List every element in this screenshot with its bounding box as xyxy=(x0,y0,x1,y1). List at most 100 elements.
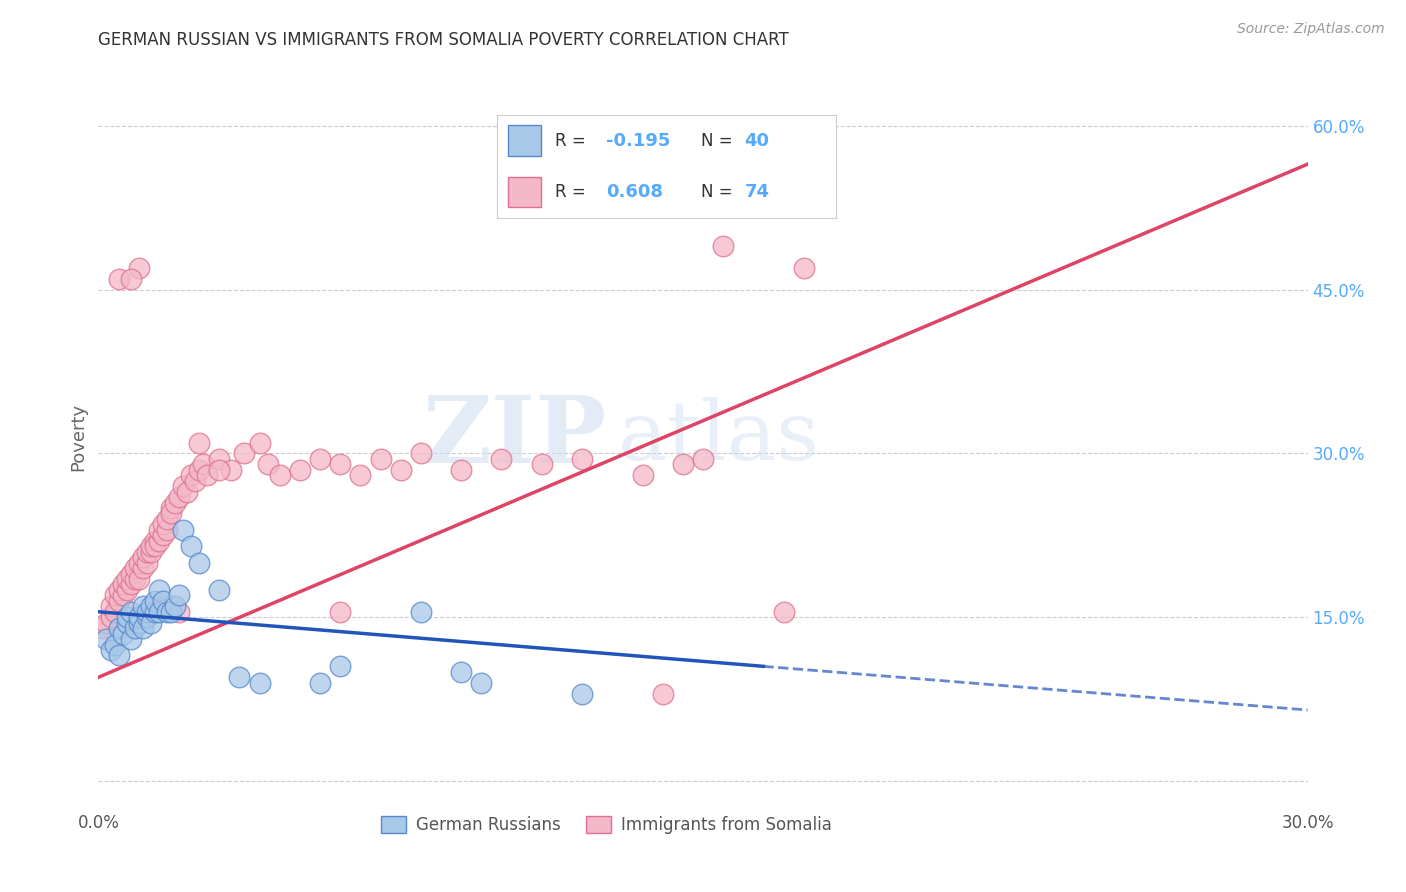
Point xyxy=(103,638,125,652)
Point xyxy=(115,615,138,630)
Point xyxy=(152,594,174,608)
Point xyxy=(139,599,162,614)
Point xyxy=(100,599,122,614)
Text: atlas: atlas xyxy=(619,397,821,477)
Point xyxy=(120,272,142,286)
Point xyxy=(195,468,218,483)
Point xyxy=(269,468,291,483)
Point xyxy=(143,539,166,553)
Point xyxy=(107,594,129,608)
Point xyxy=(132,599,155,614)
Point xyxy=(148,523,170,537)
Point xyxy=(329,659,352,673)
Point xyxy=(692,451,714,466)
Point xyxy=(120,577,142,591)
Point xyxy=(389,463,412,477)
Point xyxy=(152,517,174,532)
Point xyxy=(208,451,231,466)
Point xyxy=(188,556,211,570)
Point xyxy=(180,468,202,483)
Point xyxy=(208,582,231,597)
Point xyxy=(228,670,250,684)
Point xyxy=(128,615,150,630)
Point xyxy=(221,463,243,477)
Point xyxy=(772,605,794,619)
Point xyxy=(132,621,155,635)
Point xyxy=(160,501,183,516)
Point xyxy=(370,451,392,466)
Point xyxy=(132,561,155,575)
Point xyxy=(115,572,138,586)
Point xyxy=(571,451,593,466)
Point xyxy=(349,468,371,483)
Point xyxy=(107,648,129,663)
Text: GERMAN RUSSIAN VS IMMIGRANTS FROM SOMALIA POVERTY CORRELATION CHART: GERMAN RUSSIAN VS IMMIGRANTS FROM SOMALI… xyxy=(98,31,789,49)
Point xyxy=(160,507,183,521)
Point xyxy=(111,577,134,591)
Point xyxy=(124,561,146,575)
Point xyxy=(631,468,654,483)
Point xyxy=(309,675,332,690)
Point xyxy=(128,572,150,586)
Point xyxy=(309,451,332,466)
Point xyxy=(163,495,186,509)
Point xyxy=(148,605,170,619)
Point xyxy=(96,615,118,630)
Text: Source: ZipAtlas.com: Source: ZipAtlas.com xyxy=(1237,22,1385,37)
Point xyxy=(172,523,194,537)
Point xyxy=(132,550,155,565)
Point xyxy=(148,582,170,597)
Point xyxy=(143,594,166,608)
Point xyxy=(470,675,492,690)
Point xyxy=(143,533,166,548)
Point xyxy=(111,626,134,640)
Point xyxy=(128,610,150,624)
Point xyxy=(135,610,157,624)
Point xyxy=(139,539,162,553)
Point xyxy=(135,605,157,619)
Point xyxy=(100,610,122,624)
Point xyxy=(107,272,129,286)
Point xyxy=(409,605,432,619)
Point xyxy=(143,605,166,619)
Point xyxy=(793,260,815,275)
Point xyxy=(111,588,134,602)
Point xyxy=(188,463,211,477)
Point xyxy=(176,484,198,499)
Point xyxy=(208,463,231,477)
Point xyxy=(167,605,190,619)
Legend: German Russians, Immigrants from Somalia: German Russians, Immigrants from Somalia xyxy=(373,807,839,842)
Point xyxy=(139,615,162,630)
Point xyxy=(107,582,129,597)
Point xyxy=(288,463,311,477)
Point xyxy=(135,545,157,559)
Point xyxy=(450,665,472,679)
Point xyxy=(329,458,352,472)
Point xyxy=(651,687,673,701)
Point xyxy=(672,458,695,472)
Point xyxy=(450,463,472,477)
Point xyxy=(163,599,186,614)
Point xyxy=(120,632,142,646)
Point xyxy=(128,556,150,570)
Point xyxy=(188,435,211,450)
Point xyxy=(156,523,179,537)
Point xyxy=(172,479,194,493)
Point xyxy=(103,588,125,602)
Point xyxy=(135,556,157,570)
Point xyxy=(193,458,215,472)
Point xyxy=(100,643,122,657)
Point xyxy=(120,605,142,619)
Point xyxy=(115,582,138,597)
Point xyxy=(148,533,170,548)
Point xyxy=(124,572,146,586)
Point xyxy=(571,687,593,701)
Point xyxy=(96,632,118,646)
Y-axis label: Poverty: Poverty xyxy=(69,403,87,471)
Point xyxy=(139,545,162,559)
Point xyxy=(91,621,114,635)
Point xyxy=(711,239,734,253)
Point xyxy=(409,446,432,460)
Point xyxy=(160,605,183,619)
Point xyxy=(124,621,146,635)
